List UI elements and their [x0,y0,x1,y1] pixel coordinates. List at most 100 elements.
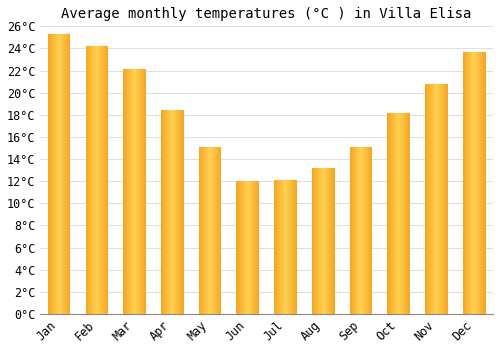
Bar [68,34,69,314]
Bar [295,180,296,314]
Bar [331,168,332,314]
Bar [200,147,201,314]
Bar [220,147,221,314]
Bar [409,113,410,314]
Bar [139,69,140,314]
Bar [485,52,486,314]
Bar [327,168,328,314]
Bar [98,46,99,314]
Bar [290,180,291,314]
Bar [258,181,259,314]
Bar [162,110,164,314]
Bar [400,113,401,314]
Bar [206,147,208,314]
Bar [287,180,288,314]
Bar [446,84,447,314]
Bar [358,147,360,314]
Bar [472,52,473,314]
Bar [216,147,217,314]
Bar [483,52,484,314]
Bar [168,110,169,314]
Bar [394,113,395,314]
Bar [181,110,182,314]
Bar [333,168,334,314]
Bar [408,113,409,314]
Bar [288,180,289,314]
Bar [254,181,255,314]
Bar [128,69,129,314]
Bar [313,168,314,314]
Bar [329,168,330,314]
Bar [371,147,372,314]
Bar [392,113,393,314]
Bar [470,52,471,314]
Bar [253,181,254,314]
Bar [57,34,58,314]
Bar [218,147,219,314]
Bar [246,181,248,314]
Bar [236,181,237,314]
Bar [357,147,358,314]
Bar [99,46,100,314]
Bar [217,147,218,314]
Bar [165,110,166,314]
Bar [275,180,276,314]
Bar [65,34,66,314]
Bar [52,34,53,314]
Bar [405,113,406,314]
Bar [104,46,105,314]
Bar [402,113,404,314]
Bar [140,69,141,314]
Bar [356,147,357,314]
Bar [103,46,104,314]
Bar [285,180,286,314]
Bar [433,84,434,314]
Bar [88,46,89,314]
Bar [404,113,405,314]
Bar [279,180,280,314]
Bar [484,52,485,314]
Bar [286,180,287,314]
Bar [332,168,333,314]
Bar [130,69,131,314]
Bar [144,69,145,314]
Bar [280,180,281,314]
Bar [325,168,326,314]
Bar [314,168,315,314]
Bar [210,147,211,314]
Bar [63,34,64,314]
Bar [213,147,214,314]
Bar [59,34,60,314]
Bar [67,34,68,314]
Bar [294,180,295,314]
Bar [360,147,361,314]
Bar [393,113,394,314]
Bar [169,110,170,314]
Bar [438,84,440,314]
Bar [97,46,98,314]
Bar [211,147,212,314]
Bar [365,147,366,314]
Bar [125,69,126,314]
Bar [95,46,96,314]
Bar [396,113,397,314]
Bar [175,110,176,314]
Bar [476,52,477,314]
Bar [473,52,474,314]
Bar [296,180,297,314]
Bar [464,52,465,314]
Bar [447,84,448,314]
Bar [440,84,441,314]
Bar [51,34,52,314]
Bar [133,69,134,314]
Bar [477,52,478,314]
Bar [53,34,54,314]
Bar [171,110,172,314]
Bar [55,34,56,314]
Bar [354,147,355,314]
Bar [427,84,428,314]
Bar [431,84,432,314]
Bar [237,181,238,314]
Bar [61,34,62,314]
Bar [173,110,174,314]
